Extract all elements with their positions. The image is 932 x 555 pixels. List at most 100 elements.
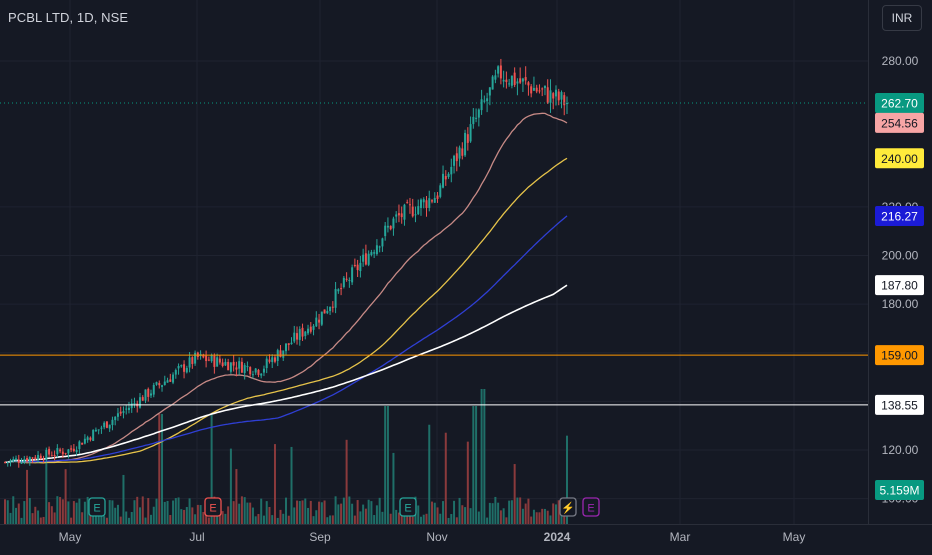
candle-body: [510, 75, 513, 86]
candle-body: [362, 254, 365, 262]
volume-bar: [472, 406, 475, 524]
candle-body: [502, 79, 505, 82]
volume-bar: [359, 511, 362, 524]
volume-bar: [293, 507, 296, 524]
candle-body: [499, 65, 502, 79]
event-marker-box: [559, 497, 577, 517]
volume-bar: [309, 500, 312, 524]
candle-body: [26, 457, 29, 462]
symbol-title[interactable]: PCBL LTD, 1D, NSE: [8, 10, 129, 25]
volume-bar: [505, 517, 508, 524]
price-badge: 187.80: [875, 275, 924, 296]
candle-body: [273, 357, 276, 362]
candle-body: [497, 66, 500, 74]
volume-bar: [138, 507, 141, 524]
price-badge-bg: [875, 394, 924, 415]
volume-bar: [307, 507, 310, 524]
volume-bar: [191, 507, 194, 524]
price-badge: 138.55: [875, 394, 924, 415]
candle-body: [293, 332, 296, 342]
volume-bar: [133, 500, 136, 524]
candle-body: [403, 204, 406, 220]
candle-body: [543, 85, 546, 89]
candle-body: [205, 355, 208, 362]
price-badge: 262.70: [875, 93, 924, 114]
moving-average-line: [4, 112, 568, 464]
volume-bar: [557, 500, 560, 524]
candle-body: [31, 457, 34, 459]
volume-bar: [315, 510, 318, 524]
volume-bar: [64, 469, 67, 524]
volume-bar: [196, 504, 199, 524]
event-marker-label: E: [93, 503, 100, 515]
event-marker-box: [204, 497, 222, 517]
volume-bar: [23, 501, 26, 524]
volume-bar: [238, 503, 241, 524]
volume-bar: [386, 406, 389, 524]
candle-body: [37, 454, 40, 460]
volume-bar: [541, 508, 544, 524]
volume-bar: [560, 510, 563, 524]
volume-bar: [119, 516, 122, 524]
price-badge-label: 138.55: [881, 398, 918, 412]
candle-body: [238, 361, 241, 369]
volume-bar: [475, 406, 478, 524]
volume-bar: [15, 507, 18, 524]
candle-body: [395, 214, 398, 217]
volume-bar: [116, 504, 119, 524]
price-badge-bg: [875, 112, 924, 133]
candle-body: [439, 185, 442, 197]
volume-bar: [125, 511, 128, 524]
volume-bar: [34, 506, 37, 524]
volume-bar: [260, 498, 263, 524]
candle-body: [442, 173, 445, 188]
volume-bar: [111, 500, 114, 524]
event-marker: E: [88, 497, 106, 517]
volume-bar: [362, 504, 365, 524]
volume-bar: [56, 496, 59, 524]
volume-bar: [67, 501, 70, 524]
volume-bar: [177, 497, 180, 524]
candle-body: [483, 100, 486, 102]
volume-bar: [282, 513, 285, 524]
volume-bar: [246, 502, 249, 524]
candle-body: [141, 397, 144, 401]
volume-bar: [251, 507, 254, 524]
candle-body: [28, 457, 31, 462]
candle-body: [251, 374, 254, 376]
volume-bar: [144, 517, 147, 524]
price-badge: 240.00: [875, 148, 924, 169]
volume-bar: [444, 432, 447, 524]
volume-bar: [458, 497, 461, 524]
volume-bar: [254, 516, 257, 524]
volume-bar: [42, 516, 45, 524]
volume-bar: [370, 501, 373, 524]
candle-body: [127, 407, 130, 411]
volume-bar: [466, 441, 469, 524]
currency-button[interactable]: INR: [882, 5, 922, 31]
candle-body: [342, 277, 345, 288]
volume-bar: [81, 512, 84, 524]
candle-body: [364, 253, 367, 265]
volume-bar: [469, 508, 472, 524]
candle-body: [125, 408, 128, 410]
candle-body: [174, 370, 177, 375]
candle-body: [411, 206, 414, 217]
event-marker-box: [582, 497, 600, 517]
volume-bar: [6, 500, 9, 524]
volume-bar: [108, 500, 111, 524]
candle-body: [444, 176, 447, 180]
candle-body: [309, 326, 312, 332]
volume-bar: [105, 517, 108, 524]
candle-body: [97, 429, 100, 431]
candle-body: [307, 328, 310, 334]
event-marker: E: [582, 497, 600, 517]
volume-bar: [50, 506, 53, 524]
volume-bar: [502, 508, 505, 524]
candle-body: [480, 99, 483, 111]
candle-body: [323, 309, 326, 314]
volume-bar: [243, 497, 246, 524]
volume-bar: [17, 503, 20, 524]
